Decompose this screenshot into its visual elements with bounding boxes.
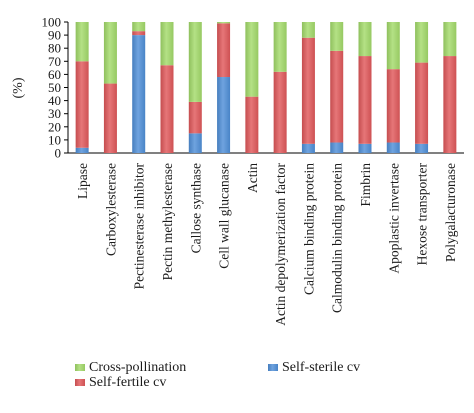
x-tick-label: Calmodulin binding protein (330, 163, 345, 313)
x-tick-label: Actin depolymerization factor (273, 162, 288, 325)
bar-segment (160, 22, 174, 66)
legend-label: Self-sterile cv (282, 360, 360, 375)
bar-segment (273, 22, 287, 72)
x-tick-label: Carboxylesterase (103, 163, 118, 256)
bars-group (75, 22, 457, 154)
bar-segment (217, 77, 231, 153)
bar-segment (301, 22, 315, 38)
bar-segment (103, 83, 117, 153)
bar-segment (415, 62, 429, 144)
bar-segment (358, 22, 372, 57)
bar-segment (415, 143, 429, 153)
bar-segment (358, 143, 372, 153)
y-tick-label: 70 (48, 54, 61, 69)
bar-segment (132, 31, 146, 36)
legend-swatch (75, 364, 85, 371)
bar-segment (273, 71, 287, 153)
bar-segment (160, 65, 174, 153)
x-tick-label: Callose synthase (188, 163, 203, 253)
x-tick-label: Actin (245, 163, 260, 193)
y-tick-label: 10 (48, 132, 61, 147)
x-tick-label: Apoplastic invertase (386, 163, 401, 274)
bar-segment (358, 56, 372, 144)
x-tick-label: Polygalacturonase (443, 163, 458, 262)
bar-segment (330, 22, 344, 51)
x-tick-label: Hexose transporter (415, 163, 430, 266)
y-tick-label: 20 (48, 119, 61, 134)
legend-label: Cross-pollination (89, 360, 186, 375)
bar-segment (301, 37, 315, 144)
y-tick-label: 30 (48, 106, 61, 121)
bar-segment (75, 61, 89, 148)
bar-segment (330, 50, 344, 143)
x-tick-label: Cell wall glucanase (217, 163, 232, 269)
bar-segment (188, 22, 202, 102)
x-tick-label: Fimbrin (358, 163, 373, 207)
y-tick-label: 0 (55, 146, 62, 161)
bar-segment (386, 142, 400, 153)
bar-segment (330, 142, 344, 153)
bar-segment (217, 22, 231, 24)
bar-segment (103, 22, 117, 84)
bar-segment (217, 23, 231, 78)
y-tick-label: 80 (48, 41, 61, 56)
bar-segment (188, 133, 202, 153)
x-axis-labels: Lipase Carboxylesterase Pectinesterase inh… (75, 162, 458, 325)
y-tick-label: 90 (48, 28, 61, 43)
bar-segment (132, 22, 146, 32)
bar-segment (443, 22, 457, 57)
legend-swatch (75, 379, 85, 386)
x-tick-label: Calcium binding protein (301, 163, 316, 295)
x-tick-label: Lipase (75, 163, 90, 199)
bar-segment (75, 147, 89, 153)
x-tick-label: Pectinesterase inhibitor (132, 163, 147, 290)
y-tick-label: 60 (48, 67, 61, 82)
y-tick-label: 100 (42, 15, 62, 30)
y-axis-label: (%) (11, 77, 26, 98)
bar-segment (132, 35, 146, 153)
legend-label: Self-fertile cv (89, 375, 166, 390)
bar-segment (75, 22, 89, 62)
bar-segment (188, 101, 202, 134)
bar-segment (301, 143, 315, 153)
bar-segment (386, 22, 400, 70)
x-tick-label: Pectin methylesterase (160, 163, 175, 280)
bar-segment (415, 22, 429, 63)
bar-segment (245, 96, 259, 153)
legend: Cross-pollination Self-sterile cv Self-fer… (75, 360, 360, 390)
bar-segment (245, 22, 259, 97)
y-tick-label: 50 (48, 80, 61, 95)
bar-segment (443, 56, 457, 154)
y-tick-label: 40 (48, 93, 61, 108)
legend-swatch (268, 364, 278, 371)
bar-segment (386, 69, 400, 143)
